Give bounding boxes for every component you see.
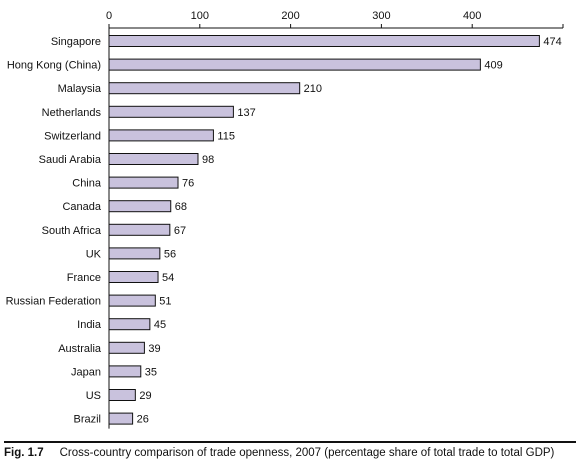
value-label: 26 [137,414,149,426]
category-label: Brazil [73,414,101,426]
value-label: 474 [543,36,561,48]
bar-japan [108,365,142,378]
bar-switzerland [108,129,214,142]
figure-number: Fig. 1.7 [4,447,44,459]
value-label: 29 [139,390,151,402]
category-label: UK [86,248,102,260]
bar-chart: 0 100 200 300 400 Singapore 474 Hong Kong (Chi… [6,10,564,429]
x-tick-label-100: 100 [191,10,209,22]
value-label: 67 [174,225,186,237]
category-label: Singapore [51,36,101,48]
bar-hong-kong-china- [108,58,481,71]
value-label: 210 [304,83,322,95]
category-label: Canada [62,201,101,213]
value-label: 76 [182,178,194,190]
x-tick-label-400: 400 [463,10,481,22]
x-tick-label-200: 200 [281,10,299,22]
category-label: US [86,390,101,402]
labels: Singapore 474 Hong Kong (China) 409 Malaysia… [6,36,562,426]
category-label: Switzerland [44,130,101,142]
category-label: Hong Kong (China) [7,60,101,72]
bar-saudi-arabia [108,153,199,165]
bar-france [108,271,159,283]
x-tick-label-0: 0 [106,10,112,22]
category-label: South Africa [42,225,102,237]
x-axis: 0 100 200 300 400 [106,10,564,429]
category-label: Netherlands [42,107,102,119]
bar-us [108,389,136,401]
bar-singapore [108,35,540,47]
bar-india [108,318,151,331]
bar-uk [108,247,161,260]
value-label: 39 [148,343,160,355]
value-label: 115 [217,130,235,142]
bar-malaysia [108,82,301,95]
bar-canada [108,200,172,213]
caption-text: Cross-country comparison of trade openne… [59,447,555,459]
value-label: 98 [202,154,214,166]
x-tick-label-300: 300 [372,10,390,22]
category-label: China [72,178,102,190]
bar-russian-federation [108,294,156,307]
bars [108,35,540,425]
category-label: Australia [58,343,102,355]
value-label: 56 [164,248,176,260]
category-label: Malaysia [58,83,102,95]
value-label: 68 [175,201,187,213]
value-label: 45 [154,319,166,331]
value-label: 409 [484,60,502,72]
value-label: 54 [162,272,174,284]
bar-australia [108,341,145,354]
value-label: 35 [145,366,157,378]
bar-china [108,176,179,189]
bar-brazil [108,412,134,425]
bar-south-africa [108,223,171,236]
category-label: Russian Federation [6,296,101,308]
value-label: 137 [237,107,255,119]
bar-netherlands [108,105,234,118]
value-label: 51 [159,296,171,308]
category-label: France [67,272,101,284]
category-label: Japan [71,366,101,378]
chart-area: 0 100 200 300 400 Singapore 474 Hong Kong (Chi… [6,10,564,429]
category-label: India [77,319,102,331]
category-label: Saudi Arabia [39,154,102,166]
figure-caption: Fig. 1.7 Cross-country comparison of trad… [4,441,576,459]
